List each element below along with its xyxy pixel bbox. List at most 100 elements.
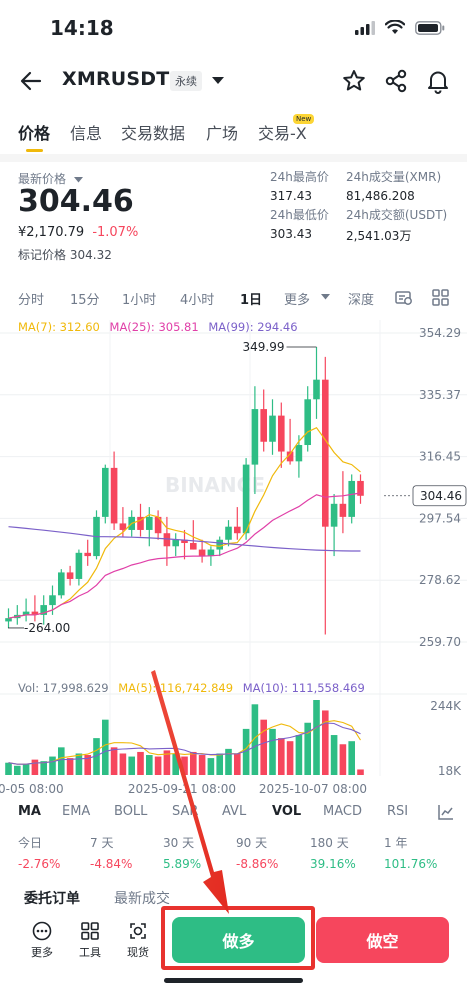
interval-more[interactable]: 更多	[284, 293, 311, 308]
ma7-legend: MA(7): 312.60	[18, 320, 100, 334]
interval-1h[interactable]: 1小时	[122, 293, 157, 308]
indicator-rsi[interactable]: RSI	[387, 804, 409, 819]
candle-body	[339, 503, 347, 517]
volume-bar	[40, 761, 47, 775]
tab-open-orders[interactable]: 委托订单	[24, 891, 80, 907]
tab-info[interactable]: 信息	[70, 124, 103, 143]
volume-bar	[207, 758, 215, 775]
interval-15m[interactable]: 15分	[70, 293, 100, 308]
high-label: 349.99	[243, 340, 285, 354]
candle-body	[286, 451, 294, 462]
volume-bar	[31, 759, 39, 775]
layout-grid-icon[interactable]	[432, 289, 449, 306]
volume-bar	[49, 756, 56, 775]
long-button[interactable]: 做多	[172, 917, 305, 963]
volume-bar	[313, 700, 320, 775]
back-arrow-icon[interactable]	[18, 68, 44, 94]
volume-bar	[154, 756, 162, 775]
perf-90d: 90 天 -8.86%	[236, 836, 279, 871]
candle-body	[146, 516, 153, 530]
volume-bar	[58, 747, 65, 775]
x-axis-band	[0, 776, 467, 780]
candle-body	[260, 409, 267, 442]
indicator-macd[interactable]: MACD	[323, 804, 362, 819]
favorite-star-icon[interactable]	[341, 68, 367, 94]
active-tab-indicator	[26, 149, 43, 152]
x-tick-label: 0-05 08:00	[0, 782, 64, 796]
spot-tool[interactable]: 现货	[120, 921, 156, 960]
caret-down-icon[interactable]	[321, 294, 330, 300]
tab-price[interactable]: 价格	[18, 124, 51, 143]
volume-bar	[242, 728, 250, 775]
signal-icon	[355, 20, 375, 35]
indicator-ma[interactable]: MA	[18, 804, 41, 819]
candle-body	[234, 526, 241, 534]
candlestick-chart[interactable]: 354.29 335.37 316.45 297.54 278.62 259.70 BINA…	[0, 320, 467, 800]
perf-180d: 180 天 39.16%	[310, 836, 356, 871]
candle-body	[357, 480, 364, 496]
x-tick-label: 2025-10-07 08:00	[259, 782, 367, 796]
volume-bar	[119, 753, 127, 775]
caret-down-icon[interactable]	[74, 177, 84, 183]
short-button[interactable]: 做空	[316, 917, 449, 963]
volume-bar	[234, 753, 241, 775]
stat-24h-low: 24h最低价 303.43	[270, 208, 329, 241]
pair-title[interactable]: XMRUSDT	[62, 68, 170, 90]
chart-settings-icon[interactable]	[395, 289, 413, 307]
tab-trade-x[interactable]: 交易-X	[258, 124, 307, 143]
tab-square[interactable]: 广场	[206, 124, 239, 143]
ma99-line	[8, 526, 361, 552]
indicator-chart-icon[interactable]	[437, 803, 455, 821]
candle-body	[31, 611, 39, 615]
indicator-ema[interactable]: EMA	[62, 804, 91, 819]
interval-timeline[interactable]: 分时	[18, 293, 45, 308]
indicator-avl[interactable]: AVL	[222, 804, 247, 819]
main-tabs: 价格 信息 交易数据 广场 交易-X New	[0, 112, 467, 152]
candle-body	[163, 533, 171, 547]
tools-tool[interactable]: 工具	[72, 921, 108, 960]
status-bar: 14:18	[0, 0, 467, 60]
bell-icon[interactable]	[425, 68, 451, 94]
share-icon[interactable]	[383, 68, 409, 94]
current-price-label: 304.46	[420, 489, 462, 503]
ma-legend: MA(7): 312.60 MA(25): 305.81 MA(99): 294…	[18, 320, 298, 334]
candle-body	[66, 572, 74, 579]
candle-body	[49, 595, 56, 606]
tab-trading-data[interactable]: 交易数据	[121, 124, 186, 143]
indicator-boll[interactable]: BOLL	[114, 804, 148, 819]
candle-body	[40, 605, 47, 615]
fiat-price-row: ¥2,170.79 -1.07%	[18, 225, 138, 240]
volume-bar	[216, 753, 223, 775]
volume-bar	[357, 769, 364, 775]
interval-depth[interactable]: 深度	[348, 293, 375, 308]
volume-bar	[190, 751, 197, 775]
perf-30d: 30 天 5.89%	[163, 836, 202, 871]
more-tool[interactable]: 更多	[24, 921, 60, 960]
volume-tick-label: 244K	[430, 699, 462, 713]
x-tick-label: 2025-09-21 08:00	[128, 782, 236, 796]
indicator-vol[interactable]: VOL	[272, 804, 302, 819]
volume-bar	[14, 765, 21, 775]
candle-body	[304, 399, 311, 446]
mark-price-row: 标记价格 304.32	[18, 246, 112, 263]
candle-body	[102, 467, 109, 517]
nav-header: XMRUSDT 永续	[0, 60, 467, 104]
performance-row: 今日 -2.76% 7 天 -4.84% 30 天 5.89% 90 天 -8.…	[0, 834, 467, 874]
candle-body	[190, 543, 197, 550]
interval-selector: 分时 15分 1小时 4小时 1日 更多 深度	[0, 286, 467, 310]
pair-dropdown-icon[interactable]	[212, 77, 224, 84]
candle-body	[22, 611, 30, 615]
candle-body	[181, 539, 188, 544]
ma25-legend: MA(25): 305.81	[109, 320, 199, 334]
candle-body	[313, 379, 320, 400]
interval-1d[interactable]: 1日	[240, 293, 263, 308]
interval-4h[interactable]: 4小时	[180, 293, 215, 308]
volume-bar	[102, 719, 109, 775]
volume-tick-label: 18K	[438, 764, 462, 778]
indicator-sar[interactable]: SAR	[172, 804, 199, 819]
status-time: 14:18	[50, 16, 114, 40]
volume-bar	[225, 748, 232, 775]
candle-body	[110, 467, 118, 524]
new-badge: New	[293, 114, 315, 124]
volume-bar	[269, 728, 276, 775]
